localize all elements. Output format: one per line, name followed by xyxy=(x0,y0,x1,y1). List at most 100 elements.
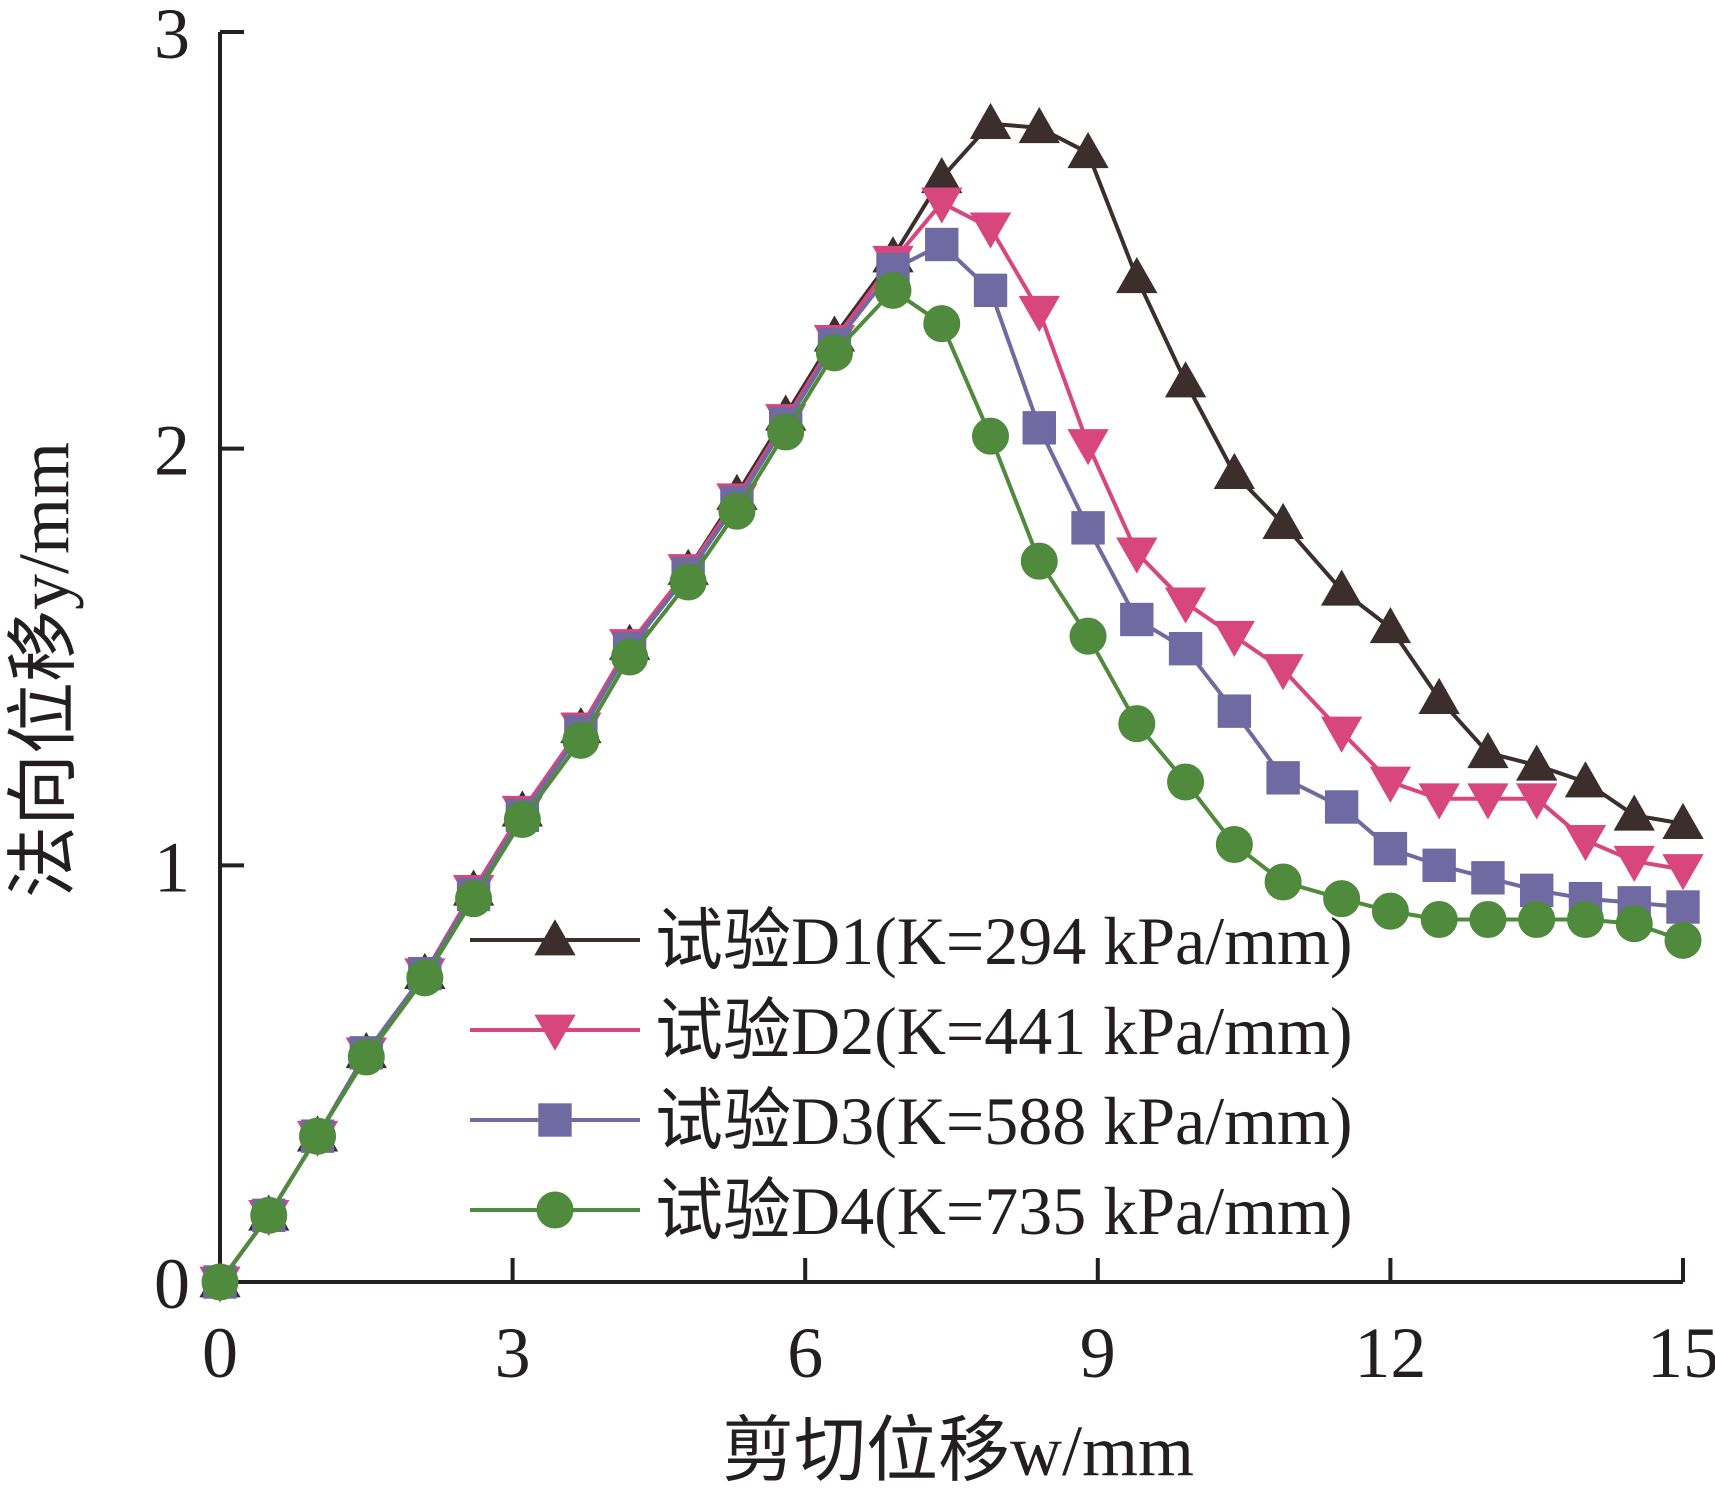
series-2-point xyxy=(1418,783,1460,820)
series-1-point xyxy=(1320,569,1363,606)
series-1-point xyxy=(1467,732,1509,769)
series-3-point xyxy=(1471,861,1505,895)
axes xyxy=(218,32,1683,1284)
series-4-point xyxy=(611,638,649,676)
series-2-point xyxy=(1516,783,1558,820)
series-4-point xyxy=(1615,905,1653,943)
y-tick-label: 1 xyxy=(154,827,190,907)
series-2-point xyxy=(1613,845,1655,882)
y-tick-label: 0 xyxy=(154,1244,190,1324)
series-3-point xyxy=(1324,790,1359,824)
legend-label: 试验D2(K=441 kPa/mm) xyxy=(655,993,1353,1069)
series-4-point xyxy=(1118,705,1156,743)
series-3-point xyxy=(1666,890,1700,924)
x-tick-label: 12 xyxy=(1354,1313,1426,1393)
series-4-point xyxy=(669,563,707,601)
series-2-point xyxy=(1213,620,1256,657)
series-4-point xyxy=(1215,826,1253,863)
legend-label: 试验D1(K=294 kPa/mm) xyxy=(655,903,1353,979)
series-3-point xyxy=(1120,602,1154,637)
series-4-point xyxy=(923,305,961,343)
series-1-point xyxy=(1213,452,1256,490)
legend-marker xyxy=(538,1103,572,1137)
series-4-point xyxy=(562,721,600,759)
series-2-point xyxy=(1320,716,1363,753)
series-1-point xyxy=(1516,744,1558,781)
x-tick-label: 3 xyxy=(495,1313,531,1393)
series-4-point xyxy=(767,413,805,451)
legend-item-1: 试验D1(K=294 kPa/mm) xyxy=(470,903,1353,979)
series-2-point xyxy=(1164,587,1207,624)
series-3-point xyxy=(1422,848,1456,883)
series-4-point xyxy=(1469,901,1507,938)
series-3-point xyxy=(1168,631,1203,666)
series-2-point xyxy=(1018,295,1060,332)
legend-marker xyxy=(534,1014,576,1051)
y-axis-title: 法向位移y/mm xyxy=(4,442,84,898)
series-3-point xyxy=(1373,831,1408,866)
series-4 xyxy=(201,271,1702,1301)
x-tick-label: 0 xyxy=(202,1313,238,1393)
y-tick-label: 3 xyxy=(154,0,190,74)
series-4-point xyxy=(972,417,1010,455)
series-4-point xyxy=(815,334,853,372)
series-2-point xyxy=(1116,537,1158,574)
series-2-point xyxy=(969,212,1012,249)
series-3-point xyxy=(1266,761,1300,795)
series-4-point xyxy=(1371,892,1409,930)
x-tick-label: 9 xyxy=(1080,1313,1116,1393)
series-4-point xyxy=(1566,901,1604,938)
series-1-point xyxy=(1262,502,1304,540)
series-2-point xyxy=(1467,783,1509,820)
legend-label: 试验D4(K=735 kPa/mm) xyxy=(655,1173,1353,1249)
series-1-point xyxy=(1116,257,1158,294)
series-1-point xyxy=(1067,132,1109,169)
series-2-point xyxy=(1262,654,1304,691)
ticks xyxy=(220,30,1685,1282)
legend-item-3: 试验D3(K=588 kPa/mm) xyxy=(470,1083,1353,1159)
series-3-point xyxy=(973,273,1008,308)
series-2-point xyxy=(1564,824,1607,862)
legend-item-2: 试验D2(K=441 kPa/mm) xyxy=(470,993,1353,1069)
series-4-point xyxy=(1664,921,1702,959)
series-1-point xyxy=(1018,107,1060,144)
x-tick-label: 15 xyxy=(1647,1313,1715,1393)
series-4-point xyxy=(299,1117,337,1155)
series-4-point xyxy=(1323,880,1361,918)
series-4-point xyxy=(406,959,444,997)
series-4-point xyxy=(1069,617,1107,655)
legend-marker xyxy=(536,1191,574,1229)
series-1-point xyxy=(969,102,1012,140)
series-4-point xyxy=(1167,763,1205,801)
series-4-point xyxy=(250,1196,288,1234)
series-2-point xyxy=(1067,429,1109,466)
legend-marker xyxy=(534,919,576,956)
series-4-point xyxy=(874,271,912,309)
x-tick-label: 6 xyxy=(787,1313,823,1393)
legend: 试验D1(K=294 kPa/mm) 试验D2(K=441 kPa/mm) 试验D3… xyxy=(470,903,1353,1249)
series-3-point xyxy=(1071,511,1105,545)
series-4-point xyxy=(1420,901,1458,938)
series-1-point xyxy=(1164,361,1207,398)
series-2-point xyxy=(1369,766,1412,803)
series-layer xyxy=(199,102,1704,1303)
series-2-point xyxy=(921,187,963,224)
series-4-point xyxy=(201,1263,239,1301)
series-2-point xyxy=(1662,854,1704,891)
series-3-point xyxy=(1217,694,1252,728)
series-1-point xyxy=(1369,607,1412,644)
series-4-point xyxy=(503,801,541,838)
series-1-point xyxy=(1564,761,1607,798)
x-axis-title: 剪切位移w/mm xyxy=(722,1411,1194,1491)
series-1-point xyxy=(1613,794,1655,831)
series-4-point xyxy=(1020,542,1058,580)
series-4-point xyxy=(455,880,493,918)
series-4-point xyxy=(1518,901,1556,938)
series-3-point xyxy=(925,227,959,262)
series-1-point xyxy=(1662,802,1704,840)
series-4-point xyxy=(347,1038,385,1076)
y-tick-label: 2 xyxy=(154,411,190,491)
series-1-point xyxy=(1418,677,1460,715)
